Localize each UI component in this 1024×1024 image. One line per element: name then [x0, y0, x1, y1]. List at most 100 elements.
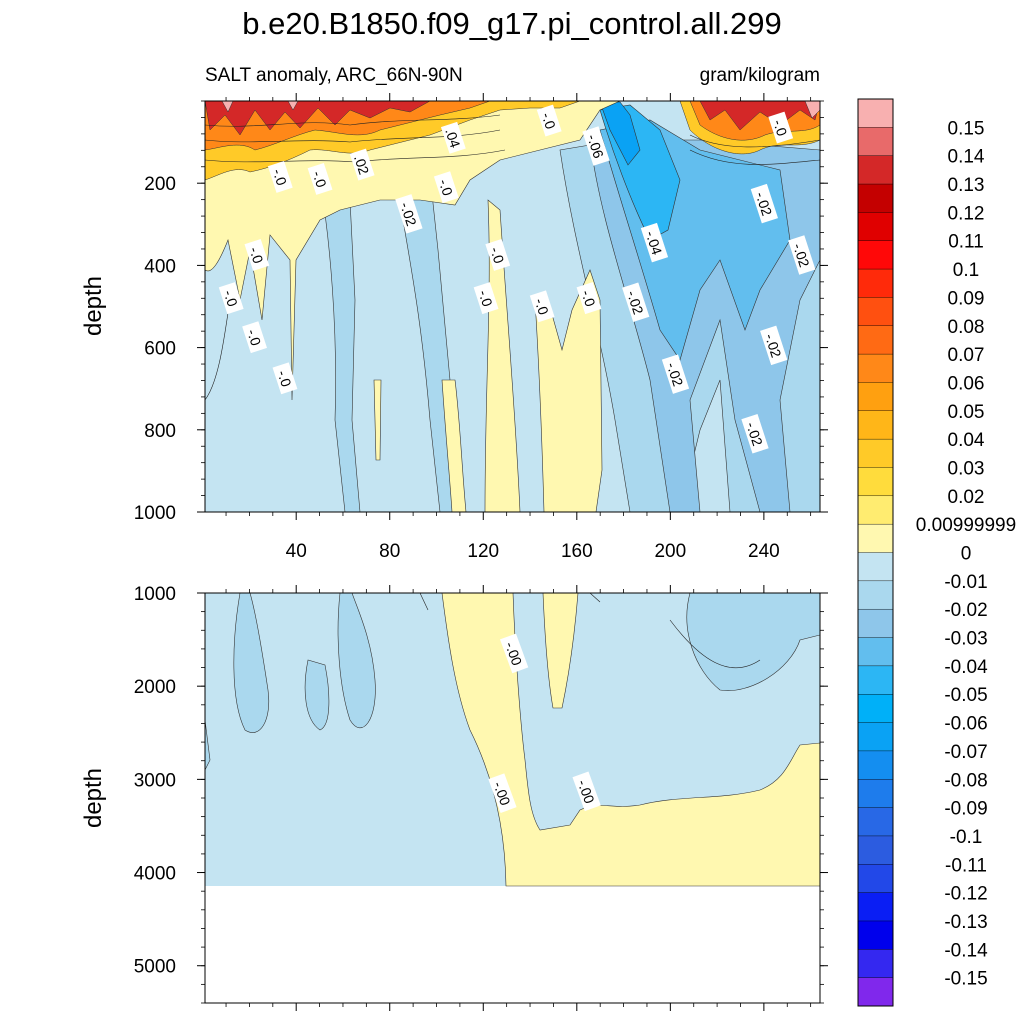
contour-label-text: .02	[351, 153, 372, 177]
contour-label-text: -.0	[578, 288, 598, 309]
colorbar-swatch	[857, 665, 894, 695]
contour-label: -.0	[529, 290, 555, 323]
contour-label-text: -.0	[487, 245, 507, 266]
colorbar-swatch	[857, 750, 894, 780]
colorbar-label: 0.1	[953, 260, 979, 281]
colorbar-label: -0.09	[944, 799, 987, 820]
lower-axes: 1000 2000 3000 4000 5000	[134, 584, 828, 1011]
contour-label-text: -.0	[436, 177, 456, 198]
colorbar-swatch	[857, 637, 894, 667]
contour-label-box	[440, 121, 466, 154]
colorbar: 0.15 0.14 0.13 0.12 0.11 0.1 0.09 0.08 0.07 0.06 0…	[857, 98, 1016, 1007]
colorbar-label: 0.03	[948, 458, 985, 479]
colorbar-label: -0.13	[944, 912, 987, 933]
contour-label-text: -.02	[753, 190, 776, 218]
lower-y-axis-label: depth	[80, 768, 107, 828]
upper-panel	[205, 101, 820, 512]
colorbar-swatch	[857, 835, 894, 865]
x-tick-label: 160	[561, 541, 593, 562]
contour-label-box	[582, 126, 610, 166]
colorbar-swatch	[857, 523, 894, 553]
deep-positive-region	[441, 593, 820, 887]
contour-label-box	[488, 773, 517, 813]
colorbar-swatch	[857, 807, 894, 837]
colorbar-swatch	[857, 212, 894, 242]
colorbar-swatch	[857, 183, 894, 213]
colorbar-swatch	[857, 297, 894, 327]
colorbar-label: -0.01	[944, 572, 987, 593]
contour-label-box	[529, 290, 555, 323]
colorbar-swatch	[857, 495, 894, 525]
x-tick-label: 200	[654, 541, 686, 562]
y-tick-label: 5000	[134, 957, 176, 978]
x-tick-label: 80	[379, 541, 400, 562]
lower-contour-lines	[419, 593, 761, 669]
contour-label-box	[572, 771, 601, 812]
y-tick-label: 600	[144, 339, 176, 360]
upper-panel-frame	[204, 100, 821, 513]
colorbar-label: -0.15	[944, 969, 987, 990]
contour-label-box	[395, 194, 423, 234]
contour-label-text: -.0	[274, 368, 294, 389]
chart-title: b.e20.B1850.f09_g17.pi_control.all.299	[242, 6, 782, 41]
contour-label-text: -.0	[244, 327, 264, 348]
contour-label-box	[242, 321, 267, 354]
colorbar-label: -0.03	[944, 629, 987, 650]
colorbar-label: -0.12	[944, 884, 987, 905]
colorbar-swatch	[857, 240, 894, 270]
y-tick-label: 4000	[134, 864, 176, 885]
colorbar-label: 0.14	[948, 147, 985, 168]
contour-label-box	[307, 162, 333, 195]
contour-label-text: -.0	[221, 288, 241, 309]
contour-label-text: -.0	[770, 117, 790, 138]
colorbar-swatch	[857, 864, 894, 894]
x-tick-label: 240	[748, 541, 780, 562]
surface-salinity-layer-4	[221, 101, 820, 119]
colorbar-swatch	[857, 410, 894, 440]
colorbar-swatch	[857, 438, 894, 468]
colorbar-swatch	[857, 552, 894, 582]
contour-label: -.02	[661, 354, 690, 394]
contour-label-box	[622, 282, 650, 322]
colorbar-swatch	[857, 325, 894, 355]
contour-label: -.02	[395, 194, 423, 234]
contour-label-text: -.02	[664, 360, 687, 388]
colorbar-swatch	[857, 779, 894, 809]
contour-label: -.06	[582, 126, 610, 166]
colorbar-label: 0.13	[948, 175, 985, 196]
colorbar-label: -0.02	[944, 600, 987, 621]
contour-label: -.0	[218, 282, 244, 315]
y-tick-label: 2000	[134, 677, 176, 698]
contour-label-text: -.02	[762, 332, 785, 360]
contour-label-box	[218, 282, 244, 315]
colorbar-swatch	[857, 467, 894, 497]
colorbar-swatch	[857, 722, 894, 752]
contour-label-box	[272, 362, 298, 395]
colorbar-label: 0.15	[948, 118, 985, 139]
contour-label: -.0	[485, 239, 511, 271]
colorbar-label: -0.14	[944, 940, 988, 961]
colorbar-label: 0.08	[948, 317, 985, 338]
y-tick-label: 3000	[134, 770, 176, 791]
colorbar-label: -0.11	[945, 855, 987, 876]
contour-label: -.02	[750, 183, 779, 224]
contour-label: -.04	[640, 222, 669, 263]
contour-label-text: -.00	[502, 639, 525, 667]
colorbar-label: 0.06	[948, 373, 985, 394]
contour-label: -.00	[572, 771, 601, 812]
colorbar-label: -0.06	[944, 714, 987, 735]
contour-label: -.02	[760, 325, 788, 366]
colorbar-label: 0.07	[948, 345, 985, 366]
colorbar-label: 0.04	[948, 430, 985, 451]
colorbar-label: 0.05	[948, 402, 985, 423]
contour-label-box	[244, 239, 270, 271]
contour-label: -.0	[267, 160, 293, 193]
colorbar-swatch	[857, 694, 894, 724]
contour-label: -.02	[622, 282, 650, 322]
contour-label: -.0	[433, 171, 459, 204]
colorbar-label: -0.05	[944, 685, 987, 706]
contour-label: -.0	[473, 282, 499, 315]
contour-label: -.0	[242, 321, 267, 354]
contour-label-text: -.0	[539, 110, 559, 131]
